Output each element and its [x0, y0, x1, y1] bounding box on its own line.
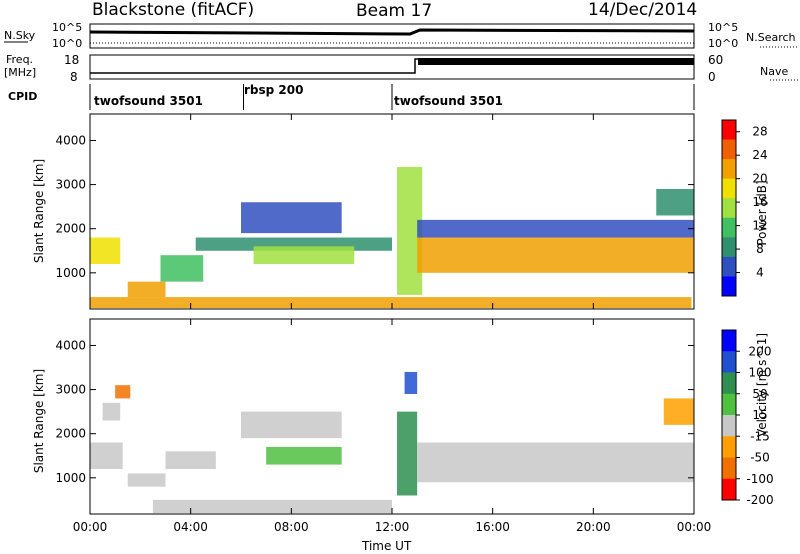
- y-tick-label: 4000: [55, 338, 86, 352]
- y-tick-label: 1000: [55, 266, 86, 280]
- colorbar-frame: [721, 119, 737, 297]
- colorbar-tick-label: 50: [752, 387, 767, 401]
- colorbar-segment: [722, 393, 736, 416]
- colorbar-tick-label: 28: [752, 125, 767, 139]
- noise-tick-right-top: 10^5: [708, 21, 739, 34]
- data-band: [152, 499, 392, 514]
- colorbar-segment: [722, 217, 736, 238]
- x-tick-label: 00:00: [677, 520, 712, 534]
- data-band: [266, 446, 342, 465]
- colorbar-segment: [722, 457, 736, 480]
- data-band: [241, 202, 342, 234]
- colorbar-segment: [722, 415, 736, 437]
- data-band: [253, 246, 355, 264]
- colorbar-segment: [722, 139, 736, 160]
- colorbar-segment: [722, 120, 736, 141]
- x-axis-label: Time UT: [362, 539, 412, 553]
- colorbar-segment: [722, 237, 736, 258]
- nsky-label: N.Sky: [4, 29, 36, 42]
- colorbar-tick-label: 4: [756, 266, 764, 280]
- y-tick-label: 2000: [55, 427, 86, 441]
- colorbar-tick-label: 16: [752, 195, 767, 209]
- colorbar-segment: [722, 351, 736, 373]
- x-tick-label: 04:00: [173, 520, 208, 534]
- colorbar-tick-label: 200: [749, 344, 772, 358]
- colorbar-segment: [722, 256, 736, 277]
- data-band: [165, 451, 216, 469]
- data-band: [397, 411, 418, 496]
- colorbar-tick-label: 8: [756, 242, 764, 256]
- nsearch-label: N.Search: [746, 31, 796, 44]
- x-tick-label: 00:00: [73, 520, 108, 534]
- x-tick-label: 12:00: [375, 520, 410, 534]
- noise-sky-trace: [89, 28, 695, 36]
- y-tick-label: 4000: [55, 133, 86, 147]
- data-band: [417, 219, 694, 238]
- nave-tick-top: 60: [708, 53, 724, 67]
- data-band: [90, 297, 692, 309]
- data-band: [160, 255, 204, 282]
- data-band: [417, 237, 694, 273]
- noise-tick-left-top: 10^5: [52, 21, 83, 34]
- y-tick-label: 3000: [55, 178, 86, 192]
- data-band: [404, 371, 418, 394]
- nave-tick-bottom: 0: [708, 70, 716, 84]
- colorbar-tick-label: -15: [750, 429, 770, 443]
- beam-label: Beam 17: [356, 1, 433, 21]
- colorbar-tick-label: 20: [752, 172, 767, 186]
- data-band: [90, 442, 123, 469]
- colorbar-segment: [722, 198, 736, 219]
- colorbar-tick-label: -200: [746, 493, 773, 507]
- nave-trace-block: [418, 58, 694, 65]
- nave-label: Nave: [760, 65, 789, 78]
- colorbar-tick-label: 24: [752, 148, 767, 162]
- y-tick-label: 3000: [55, 383, 86, 397]
- freq-tick-top: 18: [64, 53, 80, 67]
- x-tick-label: 20:00: [576, 520, 611, 534]
- plot-background: [90, 319, 694, 514]
- colorbar-segment: [722, 372, 736, 395]
- x-tick-label: 08:00: [274, 520, 309, 534]
- data-band: [115, 385, 131, 399]
- noise-panel-frame: [89, 23, 695, 49]
- chart-title: Blackstone (fitACF): [92, 0, 255, 20]
- cpid-label: CPID: [8, 90, 38, 103]
- date-label: 14/Dec/2014: [588, 0, 698, 20]
- freq-label: Freq.: [6, 53, 34, 66]
- data-band: [90, 237, 121, 264]
- colorbar-tick-label: 15: [752, 408, 767, 422]
- freq-unit-label: [MHz]: [4, 66, 37, 79]
- data-band: [656, 189, 694, 216]
- colorbar-tick-label: -50: [750, 451, 770, 465]
- colorbar-tick-label: -100: [746, 472, 773, 486]
- cpid-segment-label: twofsound 3501: [394, 94, 503, 108]
- colorbar-segment: [722, 159, 736, 180]
- colorbar-tick-label: 100: [749, 366, 772, 380]
- noise-tick-left-bottom: 10^0: [52, 37, 83, 50]
- colorbar-segment: [722, 330, 736, 352]
- colorbar-segment: [722, 178, 736, 199]
- cpid-segment-label: twofsound 3501: [94, 94, 203, 108]
- data-band: [127, 473, 166, 487]
- colorbar-segment: [722, 276, 736, 297]
- x-tick-label: 16:00: [475, 520, 510, 534]
- data-band: [663, 398, 694, 425]
- colorbar-segment: [722, 478, 736, 501]
- cpid-segment-label: rbsp 200: [244, 83, 304, 97]
- data-band: [102, 402, 121, 421]
- noise-tick-right-bottom: 10^0: [708, 37, 739, 50]
- y-tick-label: 2000: [55, 222, 86, 236]
- colorbar-tick-label: 12: [752, 219, 767, 233]
- colorbar-segment: [722, 436, 736, 458]
- y-tick-label: 1000: [55, 471, 86, 485]
- data-band: [241, 411, 342, 439]
- data-band: [417, 442, 694, 483]
- data-band: [127, 281, 166, 298]
- freq-panel-frame: [89, 54, 695, 80]
- freq-tick-bottom: 8: [70, 70, 78, 84]
